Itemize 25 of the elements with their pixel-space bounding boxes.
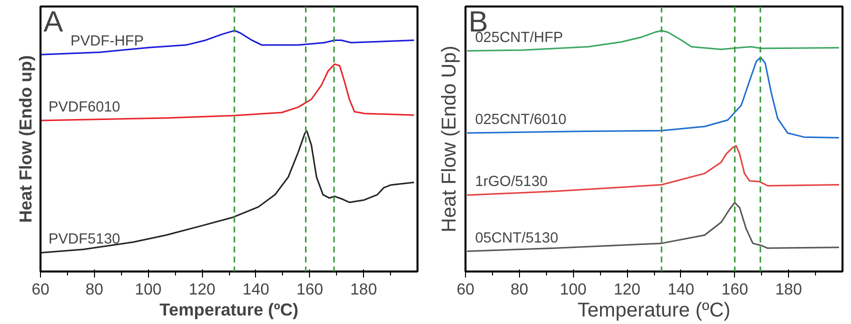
x-tick-label: 100 [134, 282, 162, 298]
x-tick-label: 80 [85, 282, 104, 298]
x-tick-label: 80 [510, 282, 528, 298]
series-label: PVDF6010 [48, 99, 120, 116]
x-tick-label: 140 [668, 282, 694, 298]
x-tick-label: 180 [775, 282, 802, 298]
series-label: PVDF5130 [48, 232, 120, 248]
series-label: PVDF-HFP [70, 34, 144, 50]
series-label: 1rGO/5130 [475, 174, 548, 190]
x-tick-label: 100 [560, 282, 587, 298]
x-tick-label: 60 [32, 282, 50, 298]
x-axis-title: Temperature (ºC) [160, 300, 298, 320]
y-axis-title: Heat Flow (Endo Up) [438, 46, 460, 232]
series-label: 05CNT/5130 [475, 230, 558, 246]
chart-title: A [44, 6, 64, 38]
y-axis-title: Heat Flow (Endo up) [16, 55, 36, 223]
x-tick-label: 60 [456, 282, 474, 298]
x-tick-label: 160 [721, 282, 748, 298]
x-tick-label: 140 [242, 282, 270, 298]
x-axis-title: Temperature (ºC) [578, 300, 730, 322]
x-tick-label: 120 [188, 282, 216, 298]
x-tick-label: 160 [296, 282, 324, 298]
x-tick-label: 180 [350, 282, 378, 298]
x-tick-label: 120 [614, 282, 641, 298]
series-label: 025CNT/6010 [475, 112, 566, 128]
